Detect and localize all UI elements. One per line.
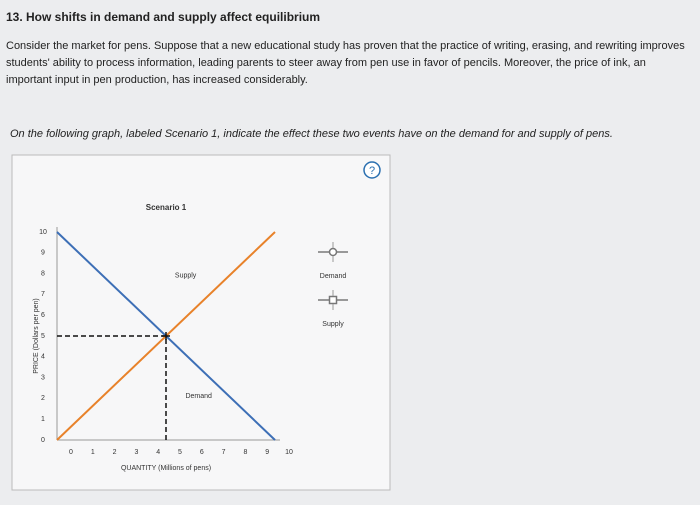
x-axis-label: QUANTITY (Millions of pens) [121,465,211,472]
question-text: Consider the market for pens. Suppose th… [6,40,685,86]
x-tick-label: 4 [156,449,160,456]
x-tick-label: 2 [113,449,117,456]
x-tick-label: 3 [134,449,138,456]
legend-label[interactable]: Supply [322,321,344,328]
y-tick-label: 6 [41,312,45,319]
y-tick-label: 4 [41,354,45,361]
graph-title: Scenario 1 [146,203,187,212]
equilibrium-point [162,332,170,340]
y-tick-label: 0 [41,437,45,444]
instruction: On the following graph, labeled Scenario… [10,128,613,140]
x-tick-label: 0 [69,449,73,456]
y-tick-label: 5 [41,333,45,340]
graph-frame [11,154,391,491]
x-tick-label: 9 [265,449,269,456]
help-button[interactable] [363,161,381,179]
y-tick-label: 10 [39,229,47,236]
y-tick-label: 1 [41,416,45,423]
y-tick-label: 7 [41,291,45,298]
y-tick-label: 8 [41,270,45,277]
y-tick-label: 9 [41,250,45,257]
x-tick-label: 1 [91,449,95,456]
curve-label: Supply [175,273,197,280]
y-axis-label: PRICE (Dollars per pen) [33,298,40,373]
y-tick-label: 2 [41,395,45,402]
x-tick-label: 5 [178,449,182,456]
equilibrium-guide [57,335,167,440]
x-tick-label: 6 [200,449,204,456]
x-tick-label: 7 [222,449,226,456]
legend-marker [328,247,338,257]
x-tick-label: 8 [243,449,247,456]
legend-label[interactable]: Demand [320,273,347,280]
help-icon[interactable]: ? [369,165,375,177]
y-tick-label: 3 [41,374,45,381]
x-tick-label: 10 [285,449,293,456]
curve-label: Demand [185,393,212,400]
legend-marker [328,295,338,305]
question-title: 13. How shifts in demand and supply affe… [6,10,321,24]
